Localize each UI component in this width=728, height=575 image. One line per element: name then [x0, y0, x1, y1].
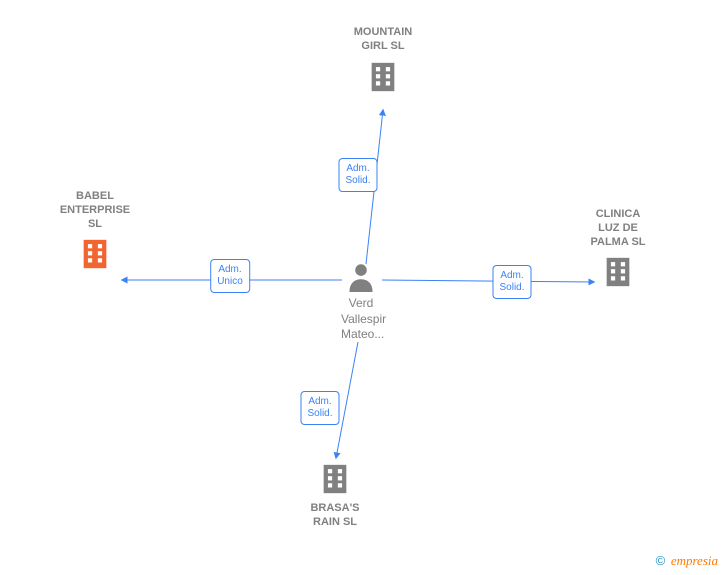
edge-label-right: Adm. Solid.: [492, 265, 531, 299]
node-right-label: CLINICA LUZ DE PALMA SL: [580, 208, 656, 249]
node-left-label: BABEL ENTERPRISE SL: [50, 190, 140, 231]
node-center-label: Verd Vallespir Mateo...: [341, 296, 381, 343]
person-icon: [341, 262, 381, 292]
building-icon: [343, 60, 423, 94]
node-left: BABEL ENTERPRISE SL: [50, 190, 140, 271]
node-bottom: BRASA'S RAIN SL: [300, 462, 370, 530]
edge-label-top: Adm. Solid.: [338, 158, 377, 192]
brand-name: empresia: [671, 553, 718, 568]
edge-label-bottom: Adm. Solid.: [300, 391, 339, 425]
building-icon: [300, 462, 370, 496]
copyright-symbol: ©: [656, 553, 666, 568]
edge-center-right: [382, 280, 594, 282]
node-top: MOUNTAIN GIRL SL: [343, 26, 423, 94]
node-top-label: MOUNTAIN GIRL SL: [343, 26, 423, 54]
node-center: Verd Vallespir Mateo...: [341, 262, 381, 343]
node-bottom-label: BRASA'S RAIN SL: [300, 502, 370, 530]
edge-label-left: Adm. Unico: [210, 259, 250, 293]
building-icon: [580, 255, 656, 289]
footer-copyright: © empresia: [656, 553, 718, 569]
node-right: CLINICA LUZ DE PALMA SL: [580, 208, 656, 289]
building-icon: [50, 237, 140, 271]
